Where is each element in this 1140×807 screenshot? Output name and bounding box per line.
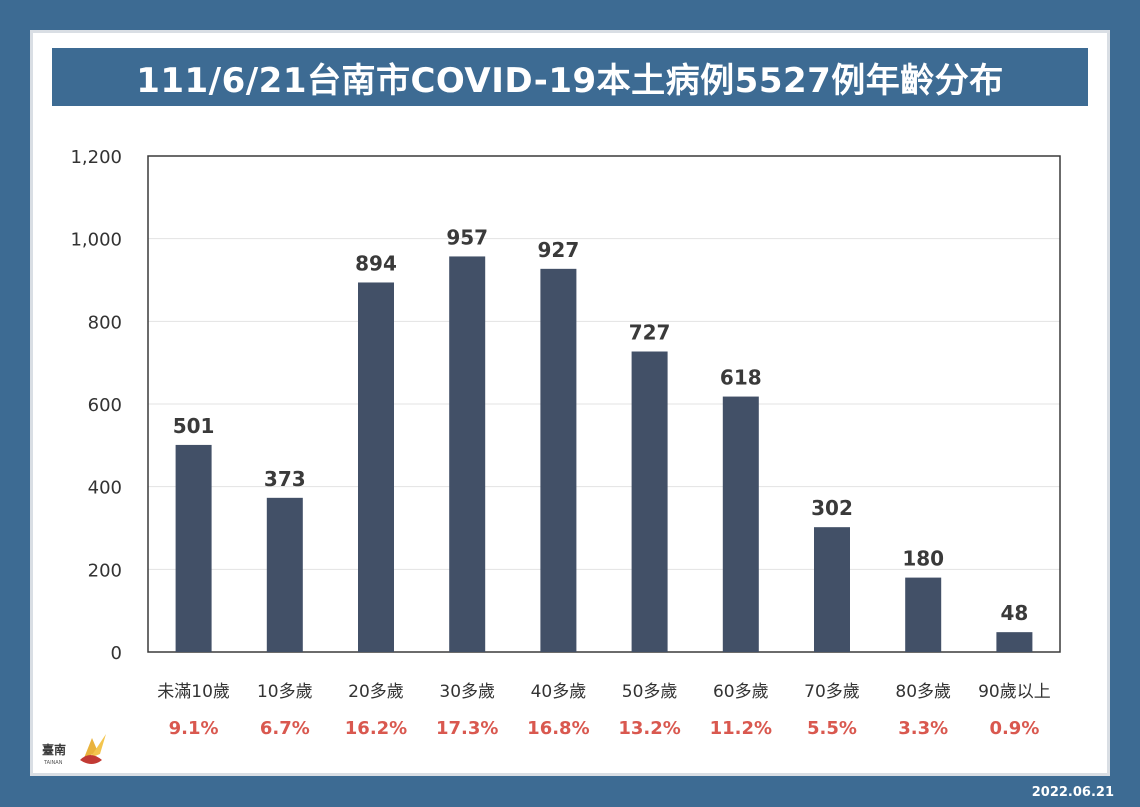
percent-label: 16.8% [527,718,589,739]
x-tick-label: 90歲以上 [978,682,1051,702]
bar [449,256,486,652]
data-label: 618 [720,366,762,390]
y-tick-label: 1,200 [70,147,122,168]
bar [631,351,668,652]
y-tick-label: 1,000 [70,230,122,251]
percent-label: 5.5% [807,718,857,739]
bar [905,577,942,652]
bar [540,268,577,652]
data-label: 302 [811,496,853,520]
tainan-logo: 臺南 TAINAN [40,728,110,768]
percent-label: 6.7% [260,718,310,739]
bar [814,527,850,652]
data-label: 180 [902,547,944,571]
bar-chart: 0 200 400 600 800 1,000 1,200 501 未滿10歲 9.1% 373 10… [48,122,1094,762]
y-tick-label: 600 [88,395,122,416]
chart-svg: 0 200 400 600 800 1,000 1,200 501 未滿10歲 9.1% 373 10… [70,147,1061,739]
svg-text:TAINAN: TAINAN [43,760,63,766]
percent-label: 3.3% [898,718,948,739]
percent-label: 13.2% [618,718,680,739]
x-tick-label: 未滿10歲 [157,682,230,702]
y-tick-label: 200 [88,560,122,581]
x-tick-label: 10多歲 [257,682,313,702]
bar [996,632,1033,652]
bar [175,444,212,652]
x-tick-label: 50多歲 [622,682,678,702]
data-label: 501 [173,414,215,438]
percent-label: 17.3% [436,718,498,739]
x-tick-label: 40多歲 [531,682,587,702]
data-label: 957 [446,225,488,249]
date-stamp: 2022.06.21 [1031,785,1114,800]
data-label: 727 [629,321,671,345]
percent-label: 16.2% [345,718,407,739]
bar [358,282,394,652]
x-tick-label: 80多歲 [895,682,951,702]
bar [266,497,303,652]
data-label: 373 [264,467,306,491]
x-tick-label: 20多歲 [348,682,404,702]
data-label: 927 [538,238,580,262]
data-label: 894 [355,251,397,275]
y-tick-label: 0 [111,643,122,664]
percent-label: 11.2% [710,718,772,739]
x-tick-label: 60多歲 [713,682,769,702]
x-tick-label: 70多歲 [804,682,860,702]
title-banner: 111/6/21台南市COVID-19本土病例5527例年齡分布 [52,48,1088,106]
y-tick-label: 800 [88,312,122,333]
plot-border [147,155,1061,653]
tainan-logo-icon: 臺南 TAINAN [42,734,106,766]
data-label: 48 [1000,601,1028,625]
x-tick-label: 30多歲 [439,682,495,702]
svg-text:臺南: 臺南 [42,742,66,757]
bar [722,396,759,652]
percent-label: 0.9% [989,718,1039,739]
percent-label: 9.1% [169,718,219,739]
y-tick-label: 400 [88,478,122,499]
page-title: 111/6/21台南市COVID-19本土病例5527例年齡分布 [136,60,1004,101]
